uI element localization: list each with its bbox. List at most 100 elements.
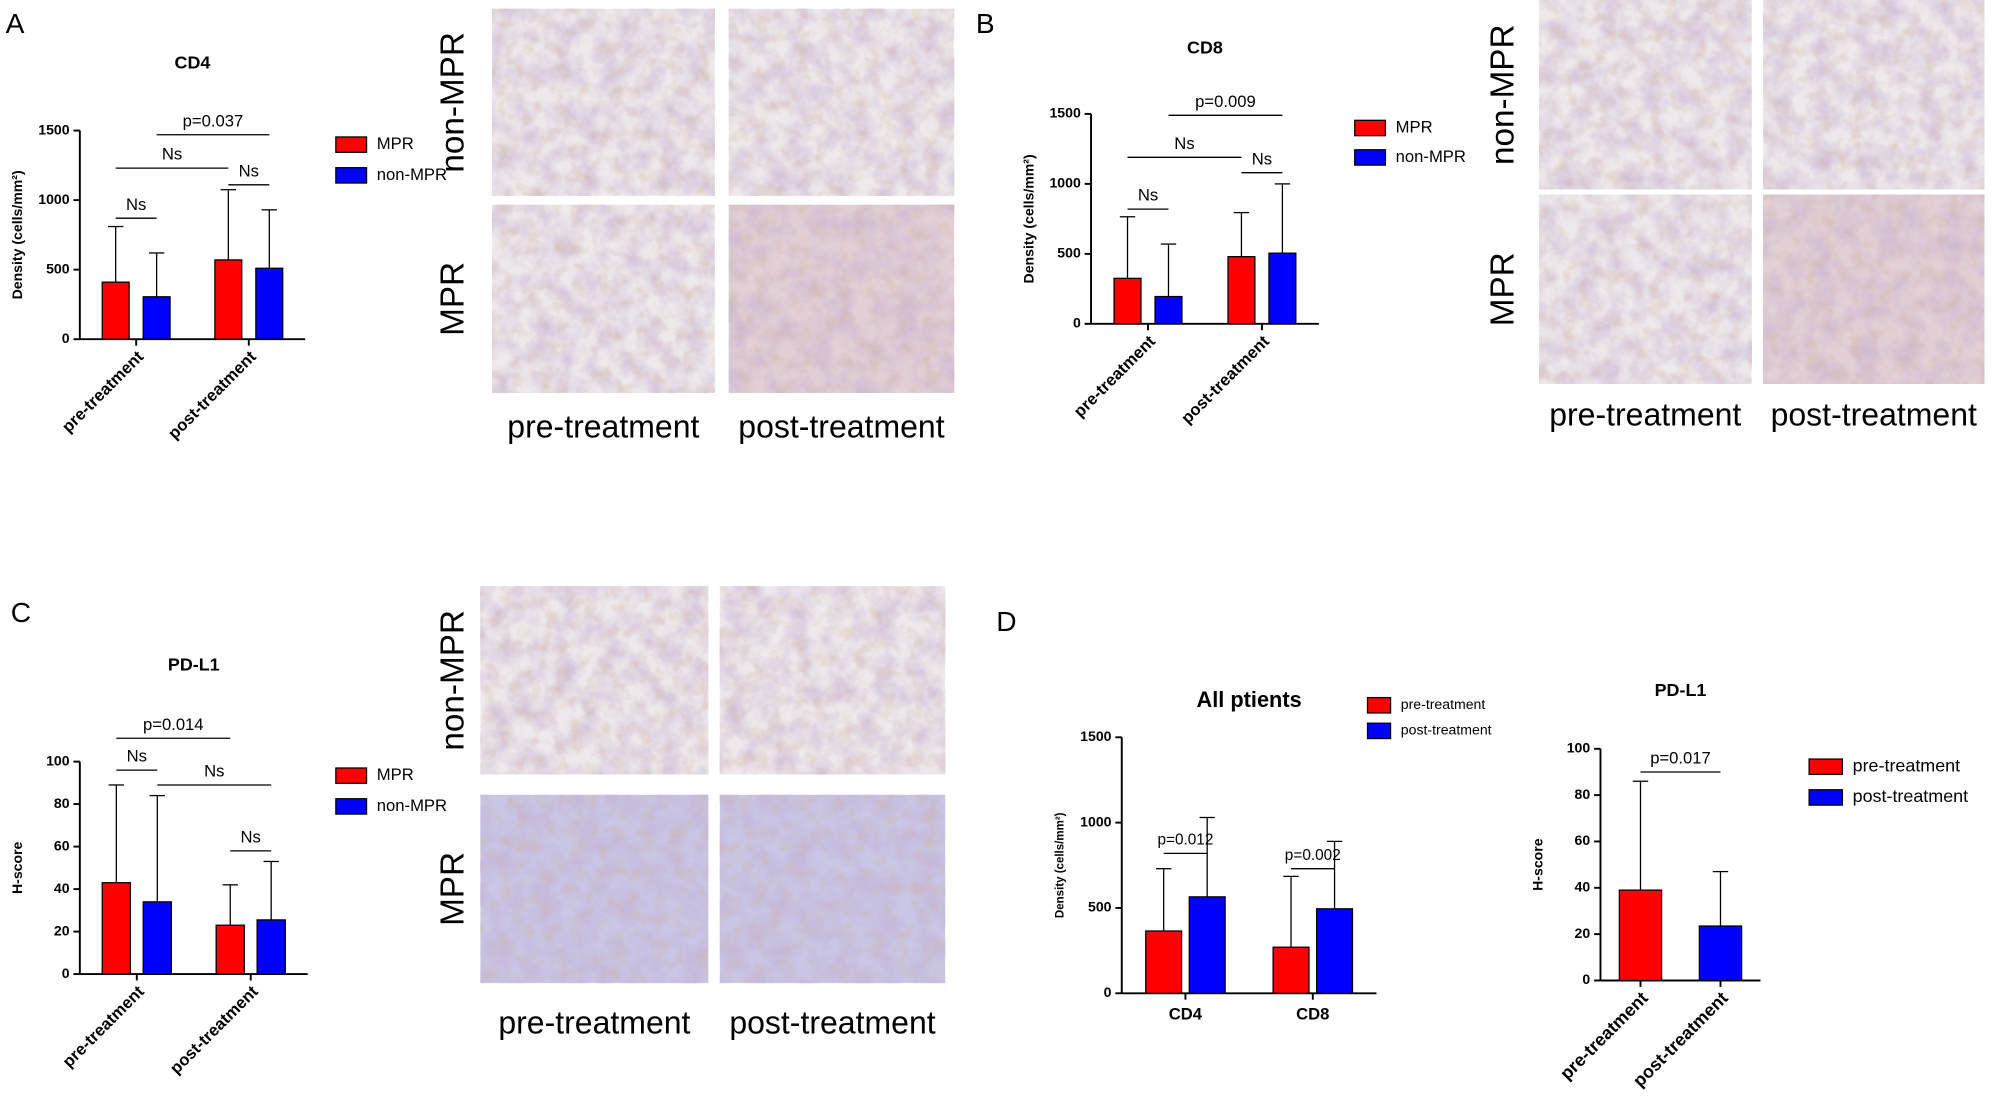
y-tick-label: 0 bbox=[1104, 984, 1112, 1000]
legend-label: non-MPR bbox=[377, 165, 447, 184]
bar bbox=[1188, 896, 1226, 994]
chart-title: PD-L1 bbox=[1655, 680, 1707, 700]
image-col-label: post-treatment bbox=[1771, 397, 1977, 433]
y-axis-label: H-score bbox=[9, 841, 25, 894]
significance-label: Ns bbox=[1252, 149, 1272, 168]
bar bbox=[1145, 930, 1183, 994]
micrograph-stain bbox=[492, 204, 715, 393]
y-tick-label: 1500 bbox=[38, 121, 69, 137]
micrograph-stain bbox=[719, 794, 946, 984]
significance-label: p=0.037 bbox=[183, 111, 244, 130]
legend-swatch bbox=[1366, 722, 1392, 740]
bar bbox=[215, 924, 245, 975]
chart-title: PD-L1 bbox=[168, 654, 220, 674]
micrograph-stain bbox=[492, 8, 715, 196]
significance-label: p=0.012 bbox=[1157, 832, 1213, 849]
image-row-label: MPR bbox=[435, 852, 472, 926]
panel-label: D bbox=[996, 606, 1016, 637]
y-tick-label: 0 bbox=[1582, 971, 1590, 987]
legend-label: pre-treatment bbox=[1401, 696, 1486, 712]
y-axis-label: Density (cells/mm²) bbox=[1054, 812, 1066, 918]
micrograph-stain bbox=[480, 586, 709, 775]
legend-label: post-treatment bbox=[1401, 722, 1492, 738]
significance-label: Ns bbox=[1174, 134, 1194, 153]
micrograph-stain bbox=[1763, 0, 1985, 190]
y-tick-label: 500 bbox=[1057, 245, 1081, 261]
x-tick-label: pre-treatment bbox=[58, 347, 148, 437]
legend-swatch bbox=[1808, 789, 1844, 806]
y-tick-label: 40 bbox=[54, 880, 70, 896]
legend-swatch bbox=[1354, 119, 1387, 137]
panel-label: C bbox=[11, 597, 31, 628]
bar bbox=[1272, 946, 1310, 994]
bar bbox=[255, 267, 284, 340]
y-tick-label: 1000 bbox=[1049, 175, 1080, 191]
panel-label: B bbox=[976, 8, 995, 39]
bar bbox=[1618, 889, 1663, 982]
image-row-label: non-MPR bbox=[435, 610, 472, 751]
significance-label: p=0.014 bbox=[143, 715, 204, 734]
y-tick-label: 20 bbox=[54, 922, 70, 938]
y-tick-label: 0 bbox=[1073, 315, 1081, 331]
y-tick-label: 1000 bbox=[38, 191, 69, 207]
legend-label: MPR bbox=[1396, 117, 1433, 136]
legend-label: post-treatment bbox=[1853, 786, 1968, 806]
significance-label: Ns bbox=[127, 747, 147, 766]
x-tick-label: pre-treatment bbox=[59, 982, 149, 1072]
legend-swatch bbox=[1366, 696, 1392, 714]
y-tick-label: 1500 bbox=[1049, 105, 1080, 121]
chart-title: All ptients bbox=[1197, 687, 1302, 712]
significance-label: Ns bbox=[162, 145, 182, 164]
image-row-label: MPR bbox=[435, 262, 472, 336]
x-tick-label: CD4 bbox=[1169, 1004, 1203, 1023]
y-axis-label: Density (cells/mm²) bbox=[1020, 154, 1036, 283]
significance-label: Ns bbox=[241, 827, 261, 846]
significance-label: Ns bbox=[126, 195, 146, 214]
image-col-label: pre-treatment bbox=[1549, 397, 1741, 433]
micrograph-stain bbox=[728, 204, 955, 393]
legend-label: MPR bbox=[377, 134, 414, 153]
y-tick-label: 0 bbox=[62, 965, 70, 981]
image-col-label: pre-treatment bbox=[507, 408, 699, 444]
y-tick-label: 1500 bbox=[1080, 728, 1111, 744]
image-col-label: pre-treatment bbox=[498, 1005, 690, 1041]
y-tick-label: 60 bbox=[1575, 832, 1591, 848]
y-tick-label: 60 bbox=[54, 837, 70, 853]
y-tick-label: 80 bbox=[54, 795, 70, 811]
x-tick-label: pre-treatment bbox=[1070, 331, 1160, 421]
bar bbox=[1154, 295, 1183, 325]
significance-label: Ns bbox=[204, 762, 224, 781]
micrograph-stain bbox=[1539, 194, 1752, 384]
legend-swatch bbox=[335, 136, 368, 153]
y-tick-label: 20 bbox=[1575, 925, 1591, 941]
legend-swatch bbox=[1808, 758, 1844, 776]
significance-label: p=0.002 bbox=[1285, 847, 1341, 864]
bar bbox=[256, 919, 286, 975]
x-tick-label: post-treatment bbox=[164, 347, 260, 443]
y-tick-label: 500 bbox=[46, 260, 70, 276]
legend-label: pre-treatment bbox=[1853, 755, 1961, 775]
y-axis-label: H-score bbox=[1530, 838, 1546, 891]
significance-label: p=0.009 bbox=[1195, 92, 1256, 111]
y-tick-label: 80 bbox=[1575, 786, 1591, 802]
y-tick-label: 0 bbox=[62, 330, 70, 346]
micrograph-stain bbox=[1763, 194, 1985, 384]
bar bbox=[142, 901, 172, 975]
image-row-label: MPR bbox=[1484, 252, 1521, 326]
y-tick-label: 500 bbox=[1088, 899, 1112, 915]
bar bbox=[101, 281, 130, 340]
legend-swatch bbox=[335, 167, 368, 184]
panel-label: A bbox=[6, 8, 25, 39]
y-tick-label: 1000 bbox=[1080, 813, 1111, 829]
bar bbox=[142, 296, 171, 340]
legend-swatch bbox=[335, 767, 368, 785]
x-tick-label: post-treatment bbox=[166, 982, 262, 1078]
legend-label: MPR bbox=[377, 765, 414, 784]
significance-label: p=0.017 bbox=[1650, 749, 1711, 768]
image-row-label: non-MPR bbox=[435, 32, 472, 173]
x-tick-label: CD8 bbox=[1296, 1004, 1329, 1023]
chart-title: CD8 bbox=[1187, 37, 1223, 57]
y-tick-label: 100 bbox=[1567, 740, 1591, 756]
legend-swatch bbox=[335, 798, 368, 815]
x-tick-label: post-treatment bbox=[1177, 331, 1273, 427]
